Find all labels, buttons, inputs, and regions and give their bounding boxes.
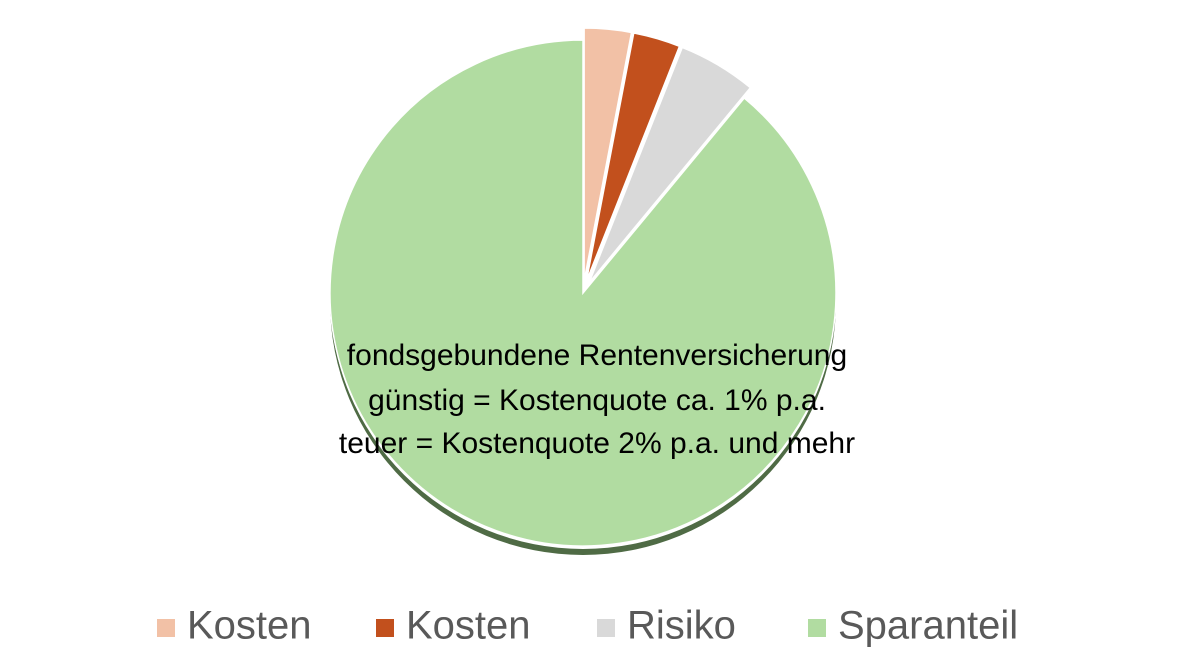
annotation: teuer = Kostenquote 2% p.a. und mehr bbox=[339, 427, 855, 460]
legend-swatch bbox=[597, 619, 615, 637]
pie-slice bbox=[588, 46, 752, 284]
legend-label: Sparanteil bbox=[838, 604, 1018, 648]
legend-swatch bbox=[157, 619, 175, 637]
legend: Kosten Kosten Risiko Sparanteil bbox=[157, 604, 1018, 648]
pie bbox=[329, 27, 837, 547]
legend-label: Kosten bbox=[187, 604, 312, 648]
pie-slice bbox=[583, 27, 633, 282]
annotation: günstig = Kostenquote ca. 1% p.a. bbox=[368, 384, 826, 417]
legend-swatch bbox=[376, 619, 394, 637]
pie-slice bbox=[585, 32, 681, 282]
legend-label: Risiko bbox=[627, 604, 736, 648]
legend-label: Kosten bbox=[406, 604, 531, 648]
legend-swatch bbox=[808, 619, 826, 637]
pie-slice bbox=[329, 39, 837, 547]
annotation: fondsgebundene Rentenversicherung bbox=[347, 339, 847, 372]
